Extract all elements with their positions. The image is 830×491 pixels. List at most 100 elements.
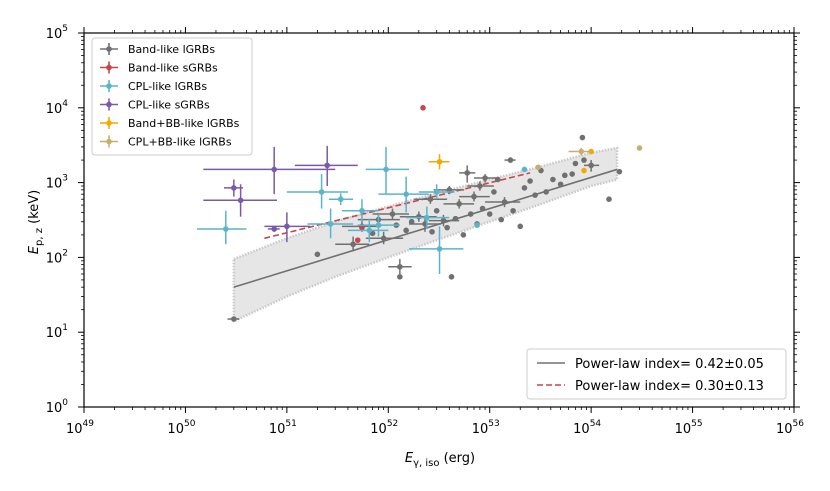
data-point [467, 181, 494, 191]
point-marker [460, 232, 467, 238]
data-point [428, 154, 450, 170]
point-marker [359, 224, 365, 231]
x-tick-label-exp: 50 [184, 419, 196, 429]
data-point [510, 207, 516, 214]
point-marker [337, 196, 344, 202]
data-point [408, 226, 464, 274]
point-marker [572, 160, 579, 167]
data-point [459, 165, 476, 183]
fit-legend-entry: Power-law index= 0.30±0.13 [537, 379, 764, 394]
data-point [527, 178, 533, 184]
x-axis-title-unit: (erg) [439, 451, 475, 466]
point-marker [521, 166, 528, 173]
x-tick-label: 1052 [370, 419, 398, 437]
y-tick-label: 105 [46, 24, 68, 42]
data-point [388, 259, 412, 274]
y-axis-title-sub: p, z [34, 228, 45, 246]
y-tick-label-exp: 3 [62, 174, 68, 184]
y-tick-label: 100 [46, 398, 69, 416]
x-tick-label-base: 10 [776, 422, 793, 437]
point-marker [389, 211, 396, 217]
legend-swatch-marker [106, 138, 112, 145]
point-marker [482, 175, 488, 181]
data-point [227, 316, 240, 322]
legend-entry: CPL-like sGRBs [100, 98, 210, 112]
point-marker [383, 166, 389, 173]
point-marker [429, 228, 435, 235]
x-tick-label-exp: 49 [83, 419, 95, 429]
data-point [636, 145, 643, 151]
data-point [474, 222, 480, 228]
point-marker [420, 105, 426, 111]
data-point [532, 192, 538, 198]
data-point [569, 171, 575, 177]
y-tick-label-base: 10 [46, 326, 63, 341]
x-tick-label-exp: 52 [387, 419, 398, 429]
data-point [467, 211, 474, 217]
point-marker [471, 193, 477, 200]
x-tick-label-exp: 56 [793, 419, 805, 429]
data-points-layer [196, 105, 643, 322]
y-tick-label-exp: 5 [62, 24, 68, 34]
data-point [504, 157, 516, 163]
y-tick-label-exp: 2 [62, 248, 68, 258]
legend-label: Band+BB-like lGRBs [128, 117, 240, 130]
legend-swatch-marker [106, 46, 112, 52]
plot-frame [83, 32, 795, 408]
data-point [616, 168, 623, 175]
point-marker [479, 205, 486, 212]
y-tick-label: 104 [46, 99, 69, 117]
y-tick-label: 101 [46, 323, 68, 341]
data-point [397, 274, 403, 280]
point-marker [510, 207, 516, 214]
point-marker [527, 178, 533, 184]
point-marker [532, 192, 538, 198]
point-marker [467, 211, 474, 217]
data-point [294, 145, 358, 187]
legend-layer: Band-like lGRBs Band-like sGRBs CPL-like l… [91, 37, 253, 156]
point-marker [616, 168, 623, 175]
legend-label: Band-like sGRBs [128, 62, 218, 75]
data-point [579, 134, 586, 141]
point-marker [433, 207, 440, 214]
data-point [452, 215, 459, 222]
y-tick-label-exp: 1 [62, 323, 68, 333]
data-point [444, 224, 450, 231]
data-point [479, 205, 486, 212]
data-point [403, 227, 409, 234]
y-tick-label-base: 10 [46, 27, 63, 42]
x-tick-label-exp: 54 [590, 419, 602, 429]
y-tick-label-exp: 4 [62, 99, 68, 109]
data-point [562, 172, 568, 179]
point-marker [456, 201, 462, 207]
data-point [429, 228, 435, 235]
y-tick-label: 102 [46, 248, 68, 266]
point-marker [588, 162, 594, 169]
data-point [486, 211, 493, 217]
x-tick-label-base: 10 [675, 422, 692, 437]
point-marker [507, 157, 514, 163]
legend-entry: CPL-like lGRBs [100, 80, 207, 93]
point-marker [521, 185, 528, 191]
x-tick-label-base: 10 [269, 422, 286, 437]
series-4 [203, 145, 358, 243]
data-point [378, 176, 429, 213]
point-marker [501, 199, 508, 205]
point-marker [578, 148, 585, 155]
data-point [572, 160, 579, 167]
x-tick-label-base: 10 [573, 422, 590, 437]
point-marker [436, 158, 443, 165]
point-marker [403, 227, 409, 234]
data-point [347, 218, 389, 243]
data-point [357, 214, 400, 237]
point-marker [424, 214, 430, 221]
data-point [606, 196, 612, 202]
legend-label: CPL+BB-like lGRBs [128, 136, 232, 149]
data-point [286, 174, 348, 209]
point-marker [448, 274, 455, 280]
data-point [414, 194, 448, 204]
point-marker [550, 176, 556, 183]
data-point [433, 207, 440, 214]
category-legend-box [91, 37, 253, 156]
